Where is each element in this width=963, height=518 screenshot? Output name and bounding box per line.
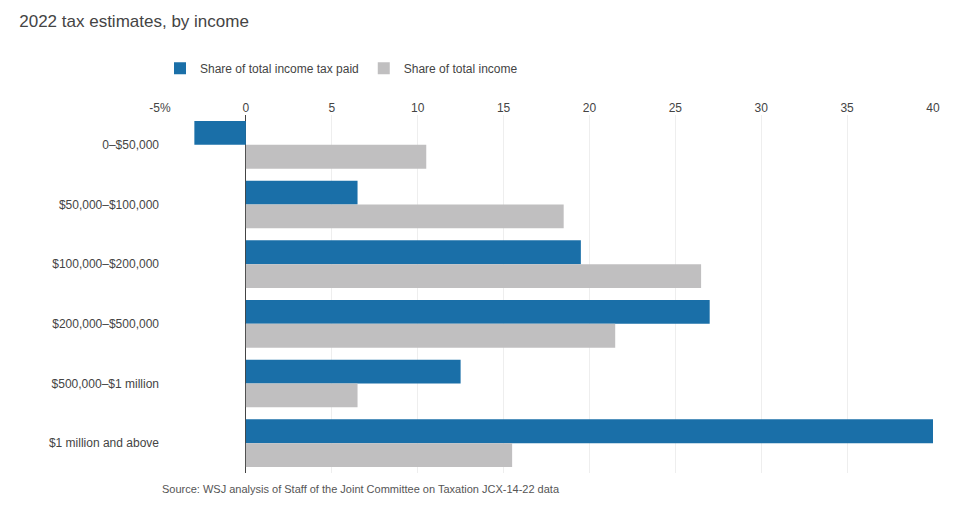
svg-text:$100,000–$200,000: $100,000–$200,000 [52, 257, 159, 271]
svg-text:30: 30 [755, 101, 769, 115]
svg-text:Share of total income tax paid: Share of total income tax paid [200, 62, 359, 76]
svg-text:5: 5 [328, 101, 335, 115]
svg-text:2022 tax estimates, by income: 2022 tax estimates, by income [19, 12, 249, 31]
svg-text:$1 million and above: $1 million and above [49, 436, 159, 450]
svg-text:Source: WSJ analysis of Staff: Source: WSJ analysis of Staff of the Joi… [162, 483, 560, 495]
svg-text:$200,000–$500,000: $200,000–$500,000 [52, 317, 159, 331]
svg-text:20: 20 [583, 101, 597, 115]
svg-text:$50,000–$100,000: $50,000–$100,000 [59, 198, 159, 212]
svg-text:-5%: -5% [149, 101, 171, 115]
svg-text:0–$50,000: 0–$50,000 [102, 138, 159, 152]
svg-text:0: 0 [243, 101, 250, 115]
svg-text:35: 35 [840, 101, 854, 115]
svg-text:$500,000–$1 million: $500,000–$1 million [52, 377, 159, 391]
svg-text:40: 40 [926, 101, 940, 115]
svg-text:10: 10 [411, 101, 425, 115]
svg-text:15: 15 [497, 101, 511, 115]
svg-text:25: 25 [669, 101, 683, 115]
svg-text:Share of total income: Share of total income [404, 62, 518, 76]
